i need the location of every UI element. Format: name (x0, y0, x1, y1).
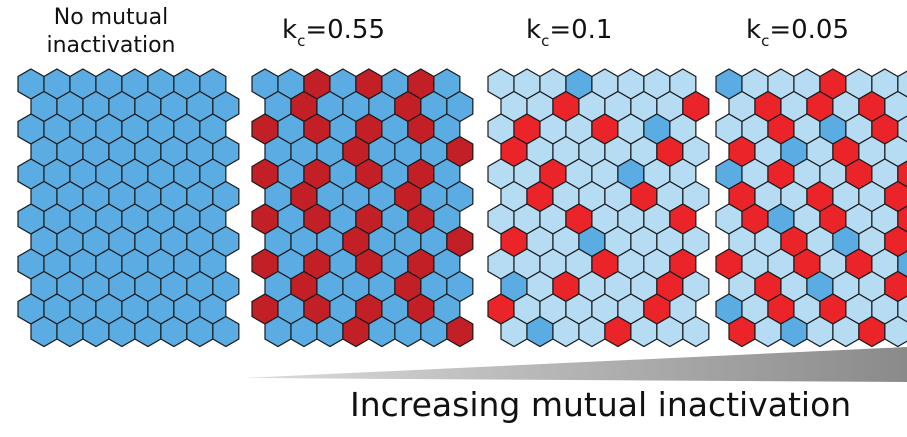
hex-panel-2 (487, 68, 710, 348)
hex-cell (446, 315, 474, 348)
hex-cell (212, 315, 240, 348)
increasing-wedge (244, 347, 907, 382)
hex-cell (897, 160, 907, 188)
hex-cell (897, 115, 907, 143)
panel-label-line1: No mutual (53, 5, 169, 30)
k-value: =0.05 (769, 15, 849, 45)
hex-cell (897, 250, 907, 278)
k-subscript: c (761, 32, 770, 50)
hex-cell (682, 315, 710, 348)
panel-label-line2: inactivation (46, 33, 176, 58)
k-value: =0.55 (305, 15, 385, 45)
hex-cell (884, 315, 907, 348)
panel-label-no-mutual: No mutual inactivation (0, 4, 222, 60)
k-value: =0.1 (549, 15, 613, 45)
hex-panel-3 (715, 68, 907, 348)
panel-label-kc-055: kc=0.55 (282, 14, 385, 50)
panel-label-kc-01: kc=0.1 (526, 14, 613, 50)
footer-caption: Increasing mutual inactivation (350, 385, 852, 424)
hex-cell (897, 295, 907, 323)
k-symbol: k (282, 15, 298, 45)
hex-panel-1 (251, 68, 474, 348)
hex-panel-0 (17, 68, 240, 348)
k-symbol: k (526, 15, 542, 45)
k-subscript: c (297, 32, 306, 50)
k-subscript: c (541, 32, 550, 50)
hex-cell (897, 70, 907, 98)
hex-cell (897, 205, 907, 233)
k-symbol: k (746, 15, 762, 45)
panel-label-kc-005: kc=0.05 (746, 14, 849, 50)
